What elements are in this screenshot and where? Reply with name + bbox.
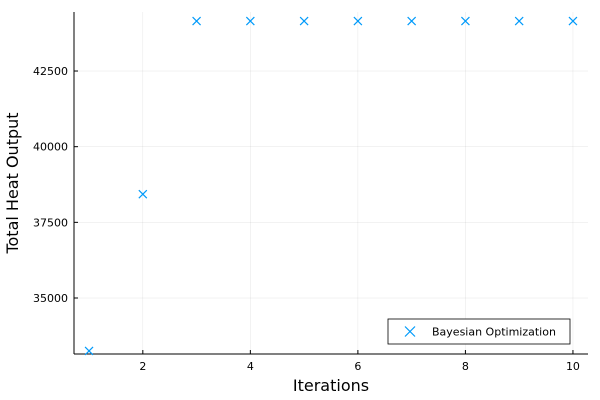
legend-label: Bayesian Optimization <box>432 326 556 339</box>
data-point <box>568 16 578 26</box>
data-point-stroke <box>568 16 578 26</box>
data-point-stroke <box>138 189 148 199</box>
legend-marker-icon <box>404 326 416 337</box>
legend: Bayesian Optimization <box>387 318 571 345</box>
data-point-stroke <box>84 346 94 356</box>
data-point <box>514 16 524 26</box>
data-point <box>138 189 148 199</box>
x-tick-label: 8 <box>462 360 469 373</box>
data-point-stroke <box>299 16 309 26</box>
grid <box>74 12 588 354</box>
data-point <box>460 16 470 26</box>
data-point <box>299 16 309 26</box>
data-point-stroke <box>407 16 417 26</box>
y-tick-label: 35000 <box>33 292 68 305</box>
axes <box>73 12 588 355</box>
legend-box <box>387 318 571 345</box>
data-point <box>407 16 417 26</box>
data-point-stroke <box>460 16 470 26</box>
x-axis-title: Iterations <box>293 376 369 395</box>
legend-marker-stroke <box>404 326 416 337</box>
data-point-stroke <box>192 16 202 26</box>
x-tick-label: 10 <box>566 360 580 373</box>
data-point <box>353 16 363 26</box>
data-point <box>245 16 255 26</box>
y-tick-label: 37500 <box>33 216 68 229</box>
data-point-stroke <box>353 16 363 26</box>
data-point <box>192 16 202 26</box>
data-points <box>84 16 578 356</box>
x-tick-label: 4 <box>247 360 254 373</box>
ticks: 2 4 6 8 10 35000 37500 40000 42500 <box>33 65 580 373</box>
data-point-stroke <box>245 16 255 26</box>
data-point-stroke <box>514 16 524 26</box>
x-tick-label: 2 <box>139 360 146 373</box>
data-point <box>84 346 94 356</box>
y-axis-title: Total Heat Output <box>3 112 22 254</box>
x-tick-label: 6 <box>354 360 361 373</box>
y-tick-label: 42500 <box>33 65 68 78</box>
y-tick-label: 40000 <box>33 141 68 154</box>
